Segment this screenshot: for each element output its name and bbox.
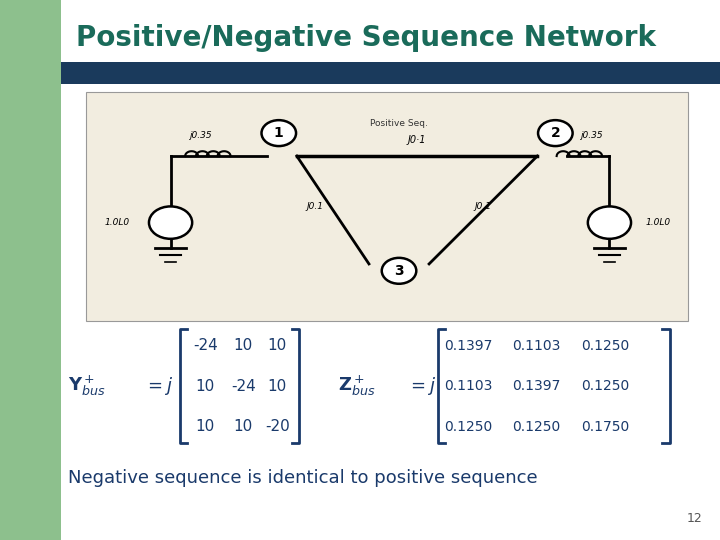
Text: $= j$: $= j$ xyxy=(144,375,173,397)
Text: J0·1: J0·1 xyxy=(408,135,426,145)
Text: -20: -20 xyxy=(265,419,289,434)
Text: 0.1397: 0.1397 xyxy=(512,379,561,393)
Text: $\mathbf{Y}^+_{bus}$: $\mathbf{Y}^+_{bus}$ xyxy=(68,374,106,399)
Text: 0.1397: 0.1397 xyxy=(444,339,492,353)
Text: 1.0L0: 1.0L0 xyxy=(104,218,130,227)
Text: 3: 3 xyxy=(395,264,404,278)
Text: 1.0L0: 1.0L0 xyxy=(646,218,670,227)
Text: Negative sequence is identical to positive sequence: Negative sequence is identical to positi… xyxy=(68,469,538,487)
Circle shape xyxy=(149,206,192,239)
Text: 12: 12 xyxy=(686,512,702,525)
Text: Positive/Negative Sequence Network: Positive/Negative Sequence Network xyxy=(76,24,656,52)
Text: 10: 10 xyxy=(196,379,215,394)
Text: Positive Seq.: Positive Seq. xyxy=(370,119,428,129)
Text: 0.1250: 0.1250 xyxy=(580,379,629,393)
Bar xyxy=(86,92,688,321)
Text: 0.1750: 0.1750 xyxy=(580,420,629,434)
Circle shape xyxy=(261,120,296,146)
Text: -24: -24 xyxy=(231,379,256,394)
Circle shape xyxy=(382,258,416,284)
Text: J0.1: J0.1 xyxy=(474,202,492,211)
Text: 10: 10 xyxy=(268,379,287,394)
Circle shape xyxy=(588,206,631,239)
Text: 0.1250: 0.1250 xyxy=(580,339,629,353)
Text: $\mathbf{Z}^+_{bus}$: $\mathbf{Z}^+_{bus}$ xyxy=(338,374,376,399)
Text: 0.1250: 0.1250 xyxy=(444,420,492,434)
Text: 10: 10 xyxy=(268,338,287,353)
Text: 10: 10 xyxy=(196,419,215,434)
Bar xyxy=(61,62,720,84)
Text: 2: 2 xyxy=(551,126,560,140)
Text: -24: -24 xyxy=(193,338,217,353)
Text: 10: 10 xyxy=(234,419,253,434)
Text: 0.1103: 0.1103 xyxy=(444,379,492,393)
Circle shape xyxy=(538,120,572,146)
Text: J0.1: J0.1 xyxy=(306,202,323,211)
Text: $= j$: $= j$ xyxy=(407,375,436,397)
Text: 0.1103: 0.1103 xyxy=(512,339,561,353)
Text: j0.35: j0.35 xyxy=(189,131,212,140)
Text: 10: 10 xyxy=(234,338,253,353)
Text: 1: 1 xyxy=(274,126,284,140)
Text: 0.1250: 0.1250 xyxy=(512,420,561,434)
Text: j0.35: j0.35 xyxy=(580,131,603,140)
